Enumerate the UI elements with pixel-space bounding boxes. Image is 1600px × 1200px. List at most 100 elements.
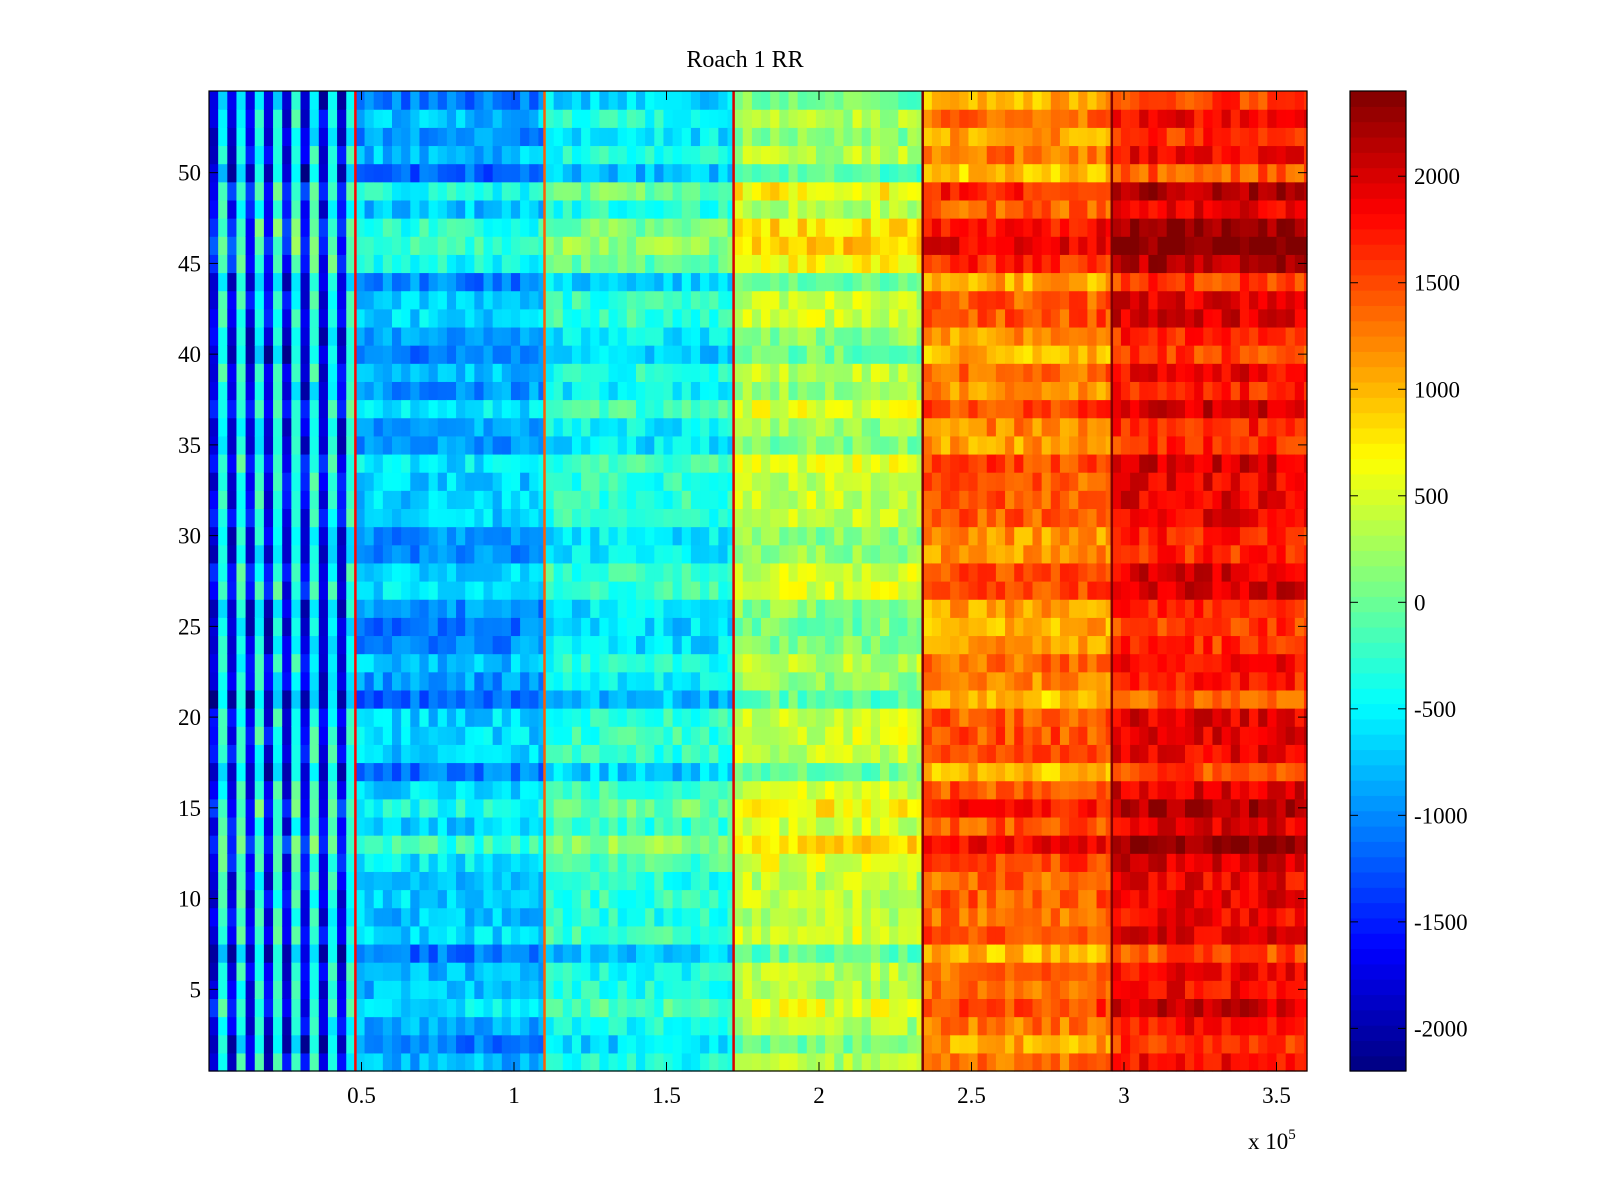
heatmap-cell bbox=[428, 925, 439, 945]
heatmap-cell bbox=[806, 980, 817, 1000]
heatmap-cell bbox=[761, 145, 771, 165]
heatmap-cell bbox=[1041, 1016, 1052, 1036]
heatmap-cell bbox=[273, 907, 283, 927]
heatmap-cell bbox=[700, 853, 710, 872]
heatmap-cell bbox=[870, 127, 881, 147]
heatmap-cell bbox=[797, 980, 808, 1000]
heatmap-cell bbox=[300, 1052, 311, 1072]
heatmap-cell bbox=[245, 254, 256, 274]
heatmap-cell bbox=[382, 218, 393, 237]
heatmap-cell bbox=[227, 363, 238, 382]
heatmap-cell bbox=[599, 907, 610, 927]
heatmap-cell bbox=[419, 145, 430, 165]
heatmap-cell bbox=[419, 290, 430, 310]
heatmap-cell bbox=[254, 363, 265, 382]
heatmap-cell bbox=[700, 689, 710, 709]
heatmap-cell bbox=[227, 835, 238, 854]
heatmap-cell bbox=[986, 980, 997, 1000]
heatmap-cell bbox=[538, 653, 546, 673]
heatmap-cell bbox=[465, 127, 475, 147]
heatmap-cell bbox=[861, 272, 872, 292]
heatmap-cell bbox=[465, 417, 475, 437]
heatmap-cell bbox=[520, 1034, 530, 1054]
heatmap-cell bbox=[599, 363, 610, 382]
heatmap-cell bbox=[779, 290, 790, 310]
heatmap-cell bbox=[742, 599, 753, 618]
heatmap-cell bbox=[617, 708, 628, 727]
heatmap-cell bbox=[709, 526, 719, 546]
heatmap-cell bbox=[581, 562, 591, 582]
heatmap-cell bbox=[941, 272, 951, 292]
heatmap-cell bbox=[1005, 472, 1015, 491]
heatmap-cell bbox=[571, 853, 582, 872]
heatmap-cell bbox=[751, 163, 762, 183]
heatmap-cell bbox=[941, 381, 951, 401]
heatmap-cell bbox=[727, 835, 735, 854]
heatmap-cell bbox=[446, 962, 457, 981]
heatmap-cell bbox=[599, 381, 610, 401]
heatmap-cell bbox=[788, 417, 799, 437]
heatmap-cell bbox=[373, 780, 384, 800]
heatmap-cell bbox=[889, 907, 899, 927]
heatmap-cell bbox=[318, 308, 329, 328]
heatmap-cell bbox=[870, 526, 881, 546]
heatmap-cell bbox=[761, 925, 771, 945]
heatmap-cell bbox=[1032, 980, 1043, 1000]
heatmap-cell bbox=[968, 871, 979, 891]
heatmap-cell bbox=[825, 199, 835, 219]
heatmap-cell bbox=[995, 653, 1006, 673]
heatmap-cell bbox=[364, 453, 375, 473]
heatmap-cell bbox=[318, 526, 329, 546]
heatmap-cell bbox=[950, 145, 960, 165]
heatmap-cell bbox=[282, 998, 292, 1018]
heatmap-cell bbox=[1032, 962, 1043, 981]
heatmap-cell bbox=[654, 345, 665, 364]
heatmap-cell bbox=[492, 181, 503, 201]
heatmap-cell bbox=[510, 127, 521, 147]
heatmap-cell bbox=[346, 109, 356, 128]
heatmap-cell bbox=[922, 181, 933, 201]
heatmap-cell bbox=[590, 726, 600, 745]
heatmap-cell bbox=[608, 399, 619, 419]
heatmap-cell bbox=[880, 653, 890, 673]
heatmap-cell bbox=[959, 871, 970, 891]
heatmap-cell bbox=[544, 199, 555, 219]
heatmap-cell bbox=[282, 1016, 292, 1036]
heatmap-cell bbox=[870, 599, 881, 618]
heatmap-cell bbox=[898, 907, 909, 927]
heatmap-cell bbox=[544, 562, 555, 582]
heatmap-cell bbox=[922, 109, 933, 128]
heatmap-cell bbox=[254, 290, 265, 310]
heatmap-cell bbox=[1032, 798, 1043, 818]
heatmap-cell bbox=[373, 236, 384, 255]
heatmap-cell bbox=[727, 816, 735, 836]
heatmap-cell bbox=[825, 617, 835, 637]
heatmap-cell bbox=[672, 835, 683, 854]
heatmap-cell bbox=[282, 526, 292, 546]
heatmap-cell bbox=[410, 708, 421, 727]
heatmap-cell bbox=[861, 581, 872, 600]
heatmap-cell bbox=[218, 653, 228, 673]
heatmap-cell bbox=[834, 345, 844, 364]
heatmap-cell bbox=[273, 889, 283, 909]
heatmap-cell bbox=[825, 417, 835, 437]
heatmap-cell bbox=[300, 326, 311, 346]
heatmap-cell bbox=[337, 816, 347, 836]
heatmap-cell bbox=[263, 816, 274, 836]
heatmap-cell bbox=[382, 816, 393, 836]
heatmap-cell bbox=[382, 181, 393, 201]
heatmap-cell bbox=[977, 435, 988, 455]
heatmap-cell bbox=[392, 236, 402, 255]
heatmap-cell bbox=[968, 671, 979, 691]
heatmap-cell bbox=[626, 145, 637, 165]
heatmap-cell bbox=[300, 762, 311, 782]
heatmap-cell bbox=[806, 345, 817, 364]
heatmap-cell bbox=[672, 962, 683, 981]
heatmap-cell bbox=[327, 508, 338, 528]
heatmap-cell bbox=[843, 417, 854, 437]
heatmap-cell bbox=[1005, 181, 1015, 201]
heatmap-cell bbox=[291, 925, 302, 945]
heatmap-cell bbox=[510, 1034, 521, 1054]
heatmap-cell bbox=[538, 1034, 546, 1054]
heatmap-cell bbox=[663, 363, 674, 382]
